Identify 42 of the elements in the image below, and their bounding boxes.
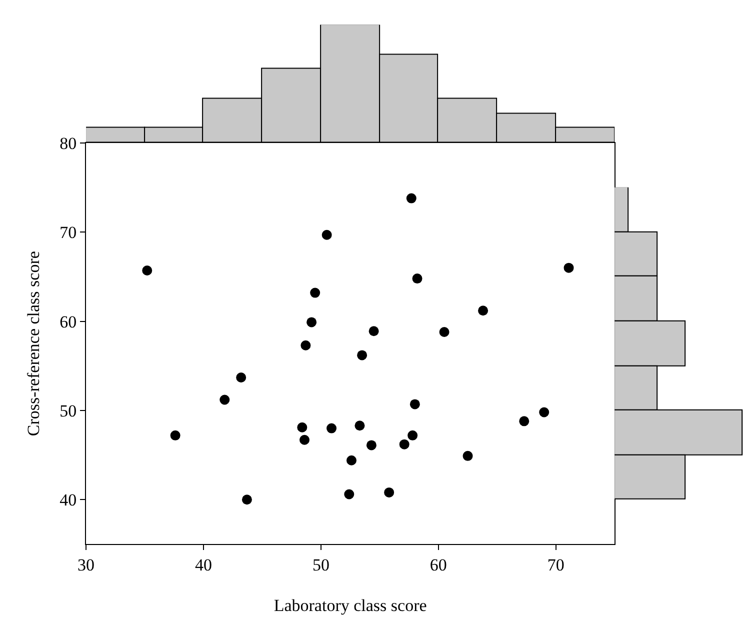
x-tick-label: 40: [195, 556, 212, 575]
point: [236, 372, 246, 382]
point: [399, 439, 410, 450]
point: [366, 440, 376, 450]
y-tick-label: 50: [60, 401, 77, 420]
point: [519, 416, 530, 426]
point: [539, 407, 550, 418]
y-tick-label: 70: [60, 223, 77, 242]
point: [384, 487, 394, 498]
point: [322, 230, 332, 240]
x-tick-label: 60: [430, 556, 447, 575]
point: [242, 494, 252, 505]
point: [408, 430, 418, 440]
point: [346, 455, 356, 466]
point: [326, 423, 337, 434]
x-axis-title: Laboratory class score: [274, 596, 427, 615]
point: [564, 262, 574, 273]
y-tick-label: 60: [60, 312, 77, 332]
y-axis-title: Cross-reference class score: [24, 251, 44, 436]
point: [344, 489, 354, 500]
point: [300, 340, 311, 350]
x-tick-label: 50: [312, 556, 330, 575]
point: [170, 430, 180, 440]
point: [478, 306, 488, 316]
point: [310, 288, 320, 298]
point: [462, 450, 473, 461]
point: [220, 394, 230, 405]
point: [410, 399, 420, 410]
point: [306, 317, 317, 328]
point: [297, 422, 308, 432]
y-tick-label: 80: [60, 134, 77, 153]
point: [142, 266, 152, 276]
point: [300, 434, 310, 445]
point: [357, 350, 368, 360]
x-tick-label: 70: [547, 556, 564, 575]
point: [368, 326, 379, 336]
point: [406, 193, 416, 204]
y-tick-label: 40: [60, 490, 77, 510]
point: [412, 274, 422, 284]
point: [354, 420, 365, 431]
x-tick-label: 30: [78, 556, 95, 575]
point: [439, 327, 450, 338]
